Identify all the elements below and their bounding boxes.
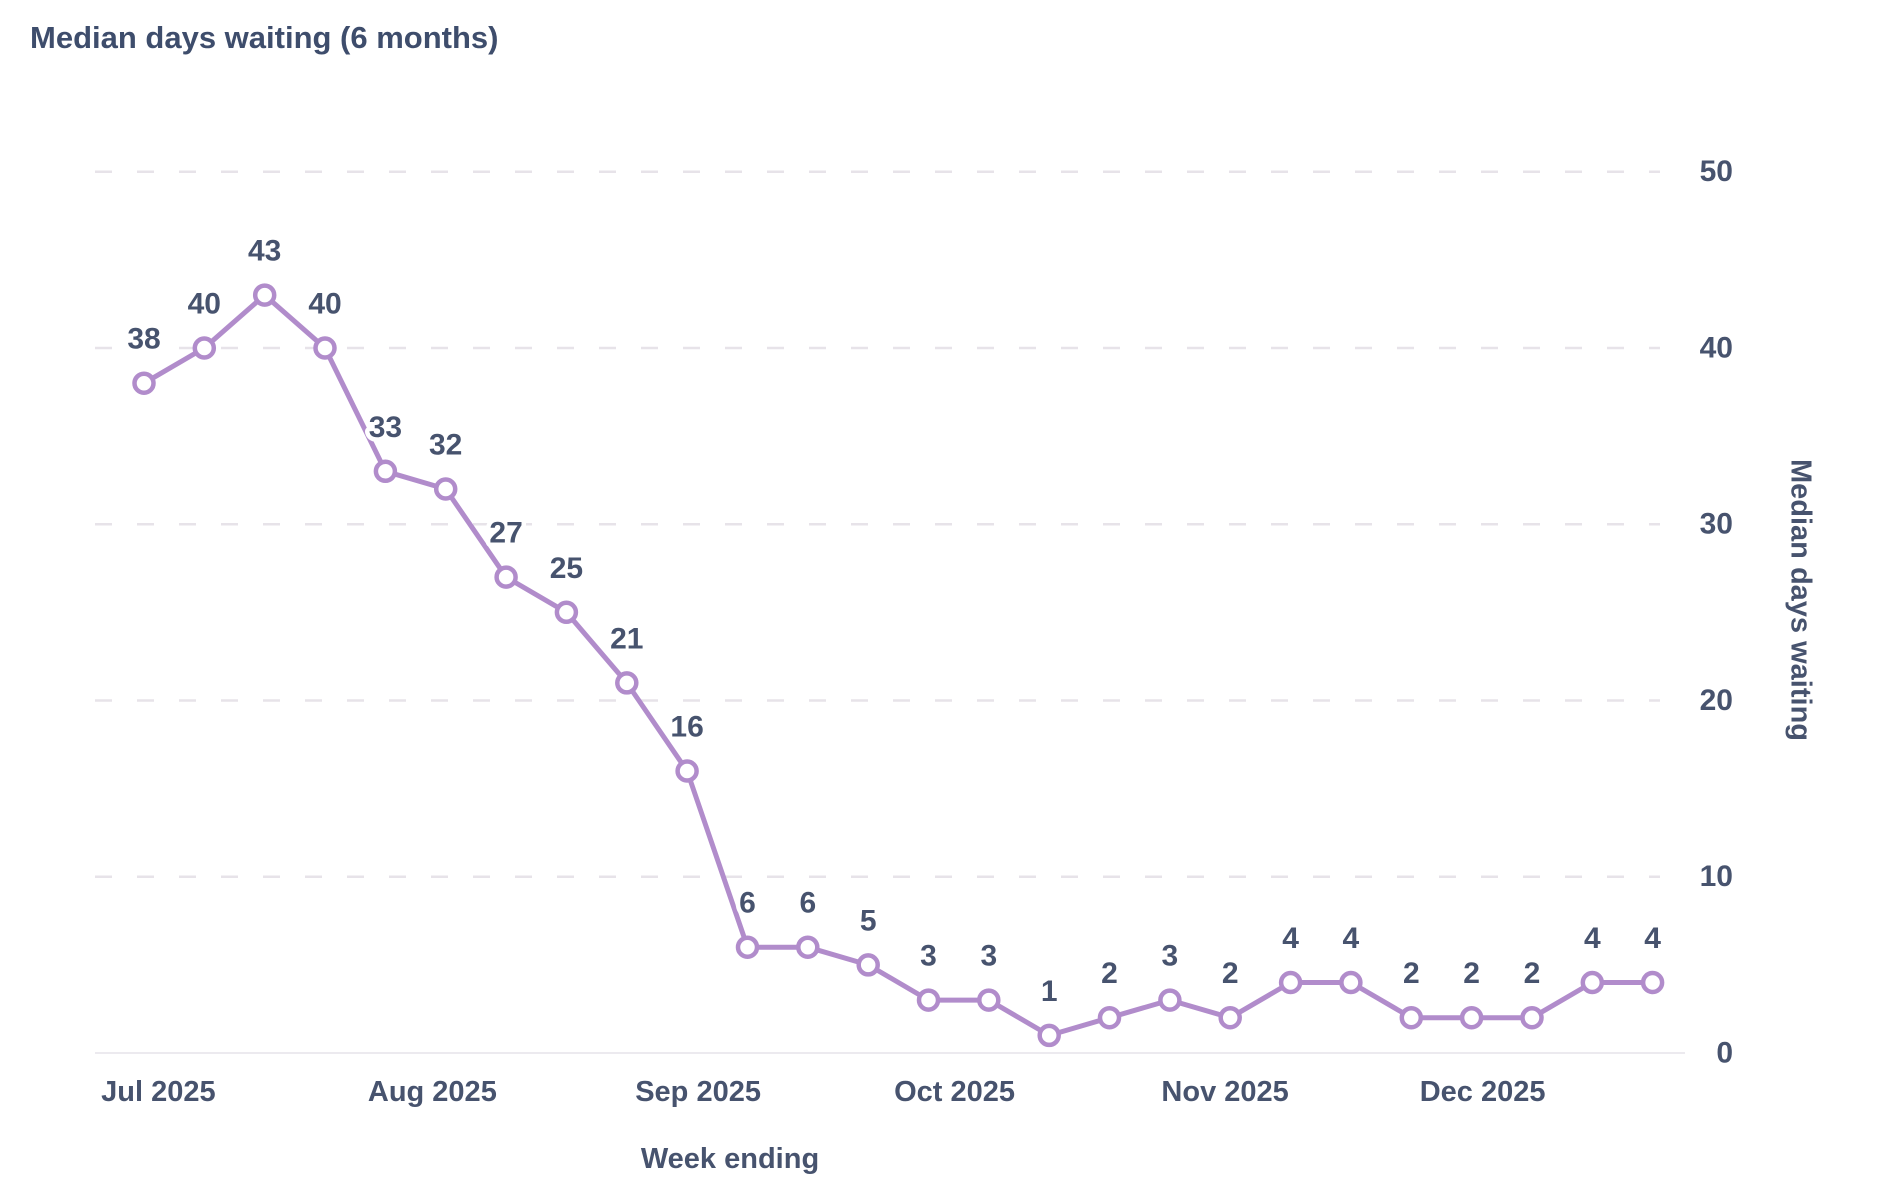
y-tick-label: 20 xyxy=(1700,684,1733,717)
data-point-label: 2 xyxy=(1222,957,1239,990)
data-point-marker[interactable] xyxy=(916,988,941,1012)
data-point-marker[interactable] xyxy=(856,953,880,977)
data-point-label: 2 xyxy=(1463,957,1480,990)
data-point-marker[interactable] xyxy=(494,565,518,589)
data-point-marker[interactable] xyxy=(554,600,579,625)
y-axis-title: Median days waiting xyxy=(1784,459,1817,741)
y-tick-label: 30 xyxy=(1700,508,1733,541)
data-point-marker[interactable] xyxy=(132,371,156,395)
data-point-label: 16 xyxy=(670,711,703,744)
series-line xyxy=(141,292,1656,1038)
data-point-marker[interactable] xyxy=(1580,970,1605,995)
data-point-marker[interactable] xyxy=(1278,970,1303,995)
data-point-label: 27 xyxy=(489,517,522,550)
data-point-marker[interactable] xyxy=(373,459,398,484)
data-point-label: 43 xyxy=(248,235,281,268)
x-tick-label: Nov 2025 xyxy=(1161,1076,1288,1108)
x-tick-label: Dec 2025 xyxy=(1420,1076,1546,1108)
data-point-label: 4 xyxy=(1644,922,1661,955)
data-point-label: 2 xyxy=(1403,957,1420,990)
data-point-label: 5 xyxy=(860,904,877,937)
data-point-marker[interactable] xyxy=(1399,1005,1424,1030)
data-point-marker[interactable] xyxy=(192,336,217,360)
data-point-label: 6 xyxy=(739,887,756,920)
data-point-marker[interactable] xyxy=(977,988,1001,1012)
data-point-marker[interactable] xyxy=(433,477,458,501)
data-point-label: 4 xyxy=(1584,922,1601,955)
data-point-label: 21 xyxy=(610,622,643,655)
data-point-marker[interactable] xyxy=(796,935,820,959)
y-tick-label: 40 xyxy=(1700,331,1733,364)
data-point-label: 4 xyxy=(1282,922,1299,955)
data-point-marker[interactable] xyxy=(675,759,699,783)
data-point-marker[interactable] xyxy=(1158,988,1182,1012)
chart-title: Median days waiting (6 months) xyxy=(30,20,499,55)
data-point-label: 4 xyxy=(1343,922,1360,955)
data-point-marker[interactable] xyxy=(1459,1005,1484,1030)
data-point-marker[interactable] xyxy=(252,283,277,307)
data-point-marker[interactable] xyxy=(1640,970,1665,995)
x-tick-label: Aug 2025 xyxy=(368,1076,497,1108)
data-point-label: 40 xyxy=(308,288,341,321)
data-point-label: 33 xyxy=(369,411,402,444)
y-tick-label: 0 xyxy=(1716,1037,1733,1070)
y-tick-label: 50 xyxy=(1700,155,1733,188)
data-point-marker[interactable] xyxy=(1218,1005,1242,1030)
x-tick-label: Oct 2025 xyxy=(894,1076,1015,1108)
y-tick-label: 10 xyxy=(1700,860,1733,893)
data-point-label: 2 xyxy=(1101,957,1118,990)
x-tick-label: Jul 2025 xyxy=(101,1076,215,1108)
data-point-marker[interactable] xyxy=(1339,970,1363,995)
data-point-label: 2 xyxy=(1524,957,1541,990)
data-point-label: 3 xyxy=(980,940,997,973)
data-point-label: 32 xyxy=(429,429,462,462)
data-point-label: 3 xyxy=(920,940,937,973)
x-tick-label: Sep 2025 xyxy=(635,1076,761,1108)
data-point-label: 40 xyxy=(188,288,221,321)
data-point-marker[interactable] xyxy=(1037,1023,1061,1048)
data-point-label: 1 xyxy=(1041,975,1058,1008)
data-point-label: 38 xyxy=(127,323,160,356)
data-point-marker[interactable] xyxy=(735,935,760,959)
data-point-marker[interactable] xyxy=(313,336,337,360)
data-point-label: 6 xyxy=(799,887,816,920)
data-point-label: 25 xyxy=(550,552,583,585)
x-axis-title: Week ending xyxy=(640,1143,820,1175)
data-point-marker[interactable] xyxy=(1097,1005,1122,1030)
data-point-marker[interactable] xyxy=(1520,1005,1544,1030)
data-point-label: 3 xyxy=(1162,940,1179,973)
data-point-marker[interactable] xyxy=(615,671,639,695)
